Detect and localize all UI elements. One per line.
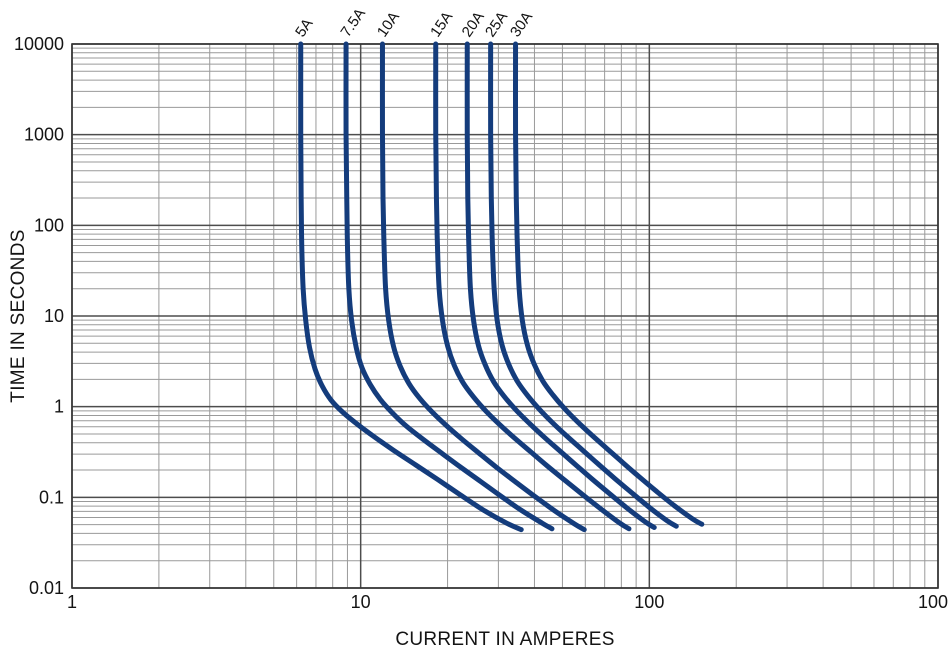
y-axis-tick-labels: 10000 1000 100 10 1 0.1 0.01 — [14, 34, 64, 598]
curve-20A — [464, 41, 657, 530]
x-tick-100: 100 — [634, 592, 664, 612]
curve-7-5A — [343, 41, 555, 532]
x-tick-1: 1 — [67, 592, 77, 612]
plot-border — [71, 43, 939, 589]
x-axis-tick-labels: 1 10 100 1000 — [67, 592, 948, 612]
y-tick-10: 10 — [44, 306, 64, 326]
y-tick-100: 100 — [34, 215, 64, 235]
curve-5A — [298, 41, 524, 533]
x-axis-label: CURRENT IN AMPERES — [395, 629, 614, 650]
y-axis-label: TIME IN SECONDS — [8, 229, 29, 402]
y-tick-0-1: 0.1 — [39, 487, 64, 507]
y-tick-1000: 1000 — [24, 125, 64, 145]
y-tick-0-01: 0.01 — [29, 578, 64, 598]
curve-25A — [488, 41, 679, 529]
curve-10A — [379, 41, 587, 533]
curve-15A — [433, 41, 632, 532]
curve-group — [298, 41, 705, 533]
y-tick-1: 1 — [54, 397, 64, 417]
y-tick-10000: 10000 — [14, 34, 64, 54]
curve-30A — [512, 41, 705, 527]
x-tick-1000: 1000 — [918, 592, 948, 612]
x-tick-10: 10 — [351, 592, 371, 612]
